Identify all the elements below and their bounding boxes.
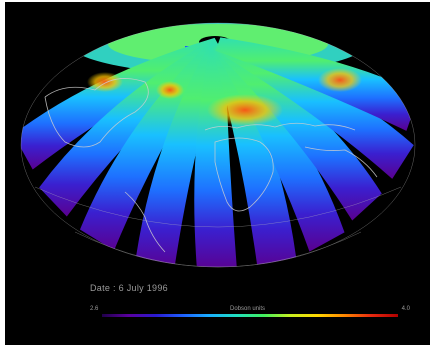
swath-band [214, 38, 414, 179]
swath-band [212, 39, 382, 221]
swath-band [215, 37, 415, 131]
hot-patch-center [207, 94, 283, 126]
hot-patch-mid [156, 81, 184, 99]
ozone-swaths [21, 23, 415, 267]
globe-projection [20, 22, 416, 268]
graticule [20, 22, 416, 268]
colorbar-max-label: 4.0 [401, 306, 410, 312]
colorbar-unit-label: Dobson units [230, 306, 266, 312]
hot-patch-east [318, 68, 362, 92]
colorbar-min-label: 2.6 [90, 306, 99, 312]
date-label: Date : 6 July 1996 [90, 283, 168, 293]
color-scale: 2.6 Dobson units 4.0 [90, 306, 410, 320]
coastlines [44, 78, 378, 253]
swath-band [211, 40, 345, 252]
hot-patch-west [87, 72, 123, 92]
colorbar-gradient [102, 314, 398, 317]
map-figure: Date : 6 July 1996 2.6 Dobson units 4.0 [5, 2, 430, 345]
